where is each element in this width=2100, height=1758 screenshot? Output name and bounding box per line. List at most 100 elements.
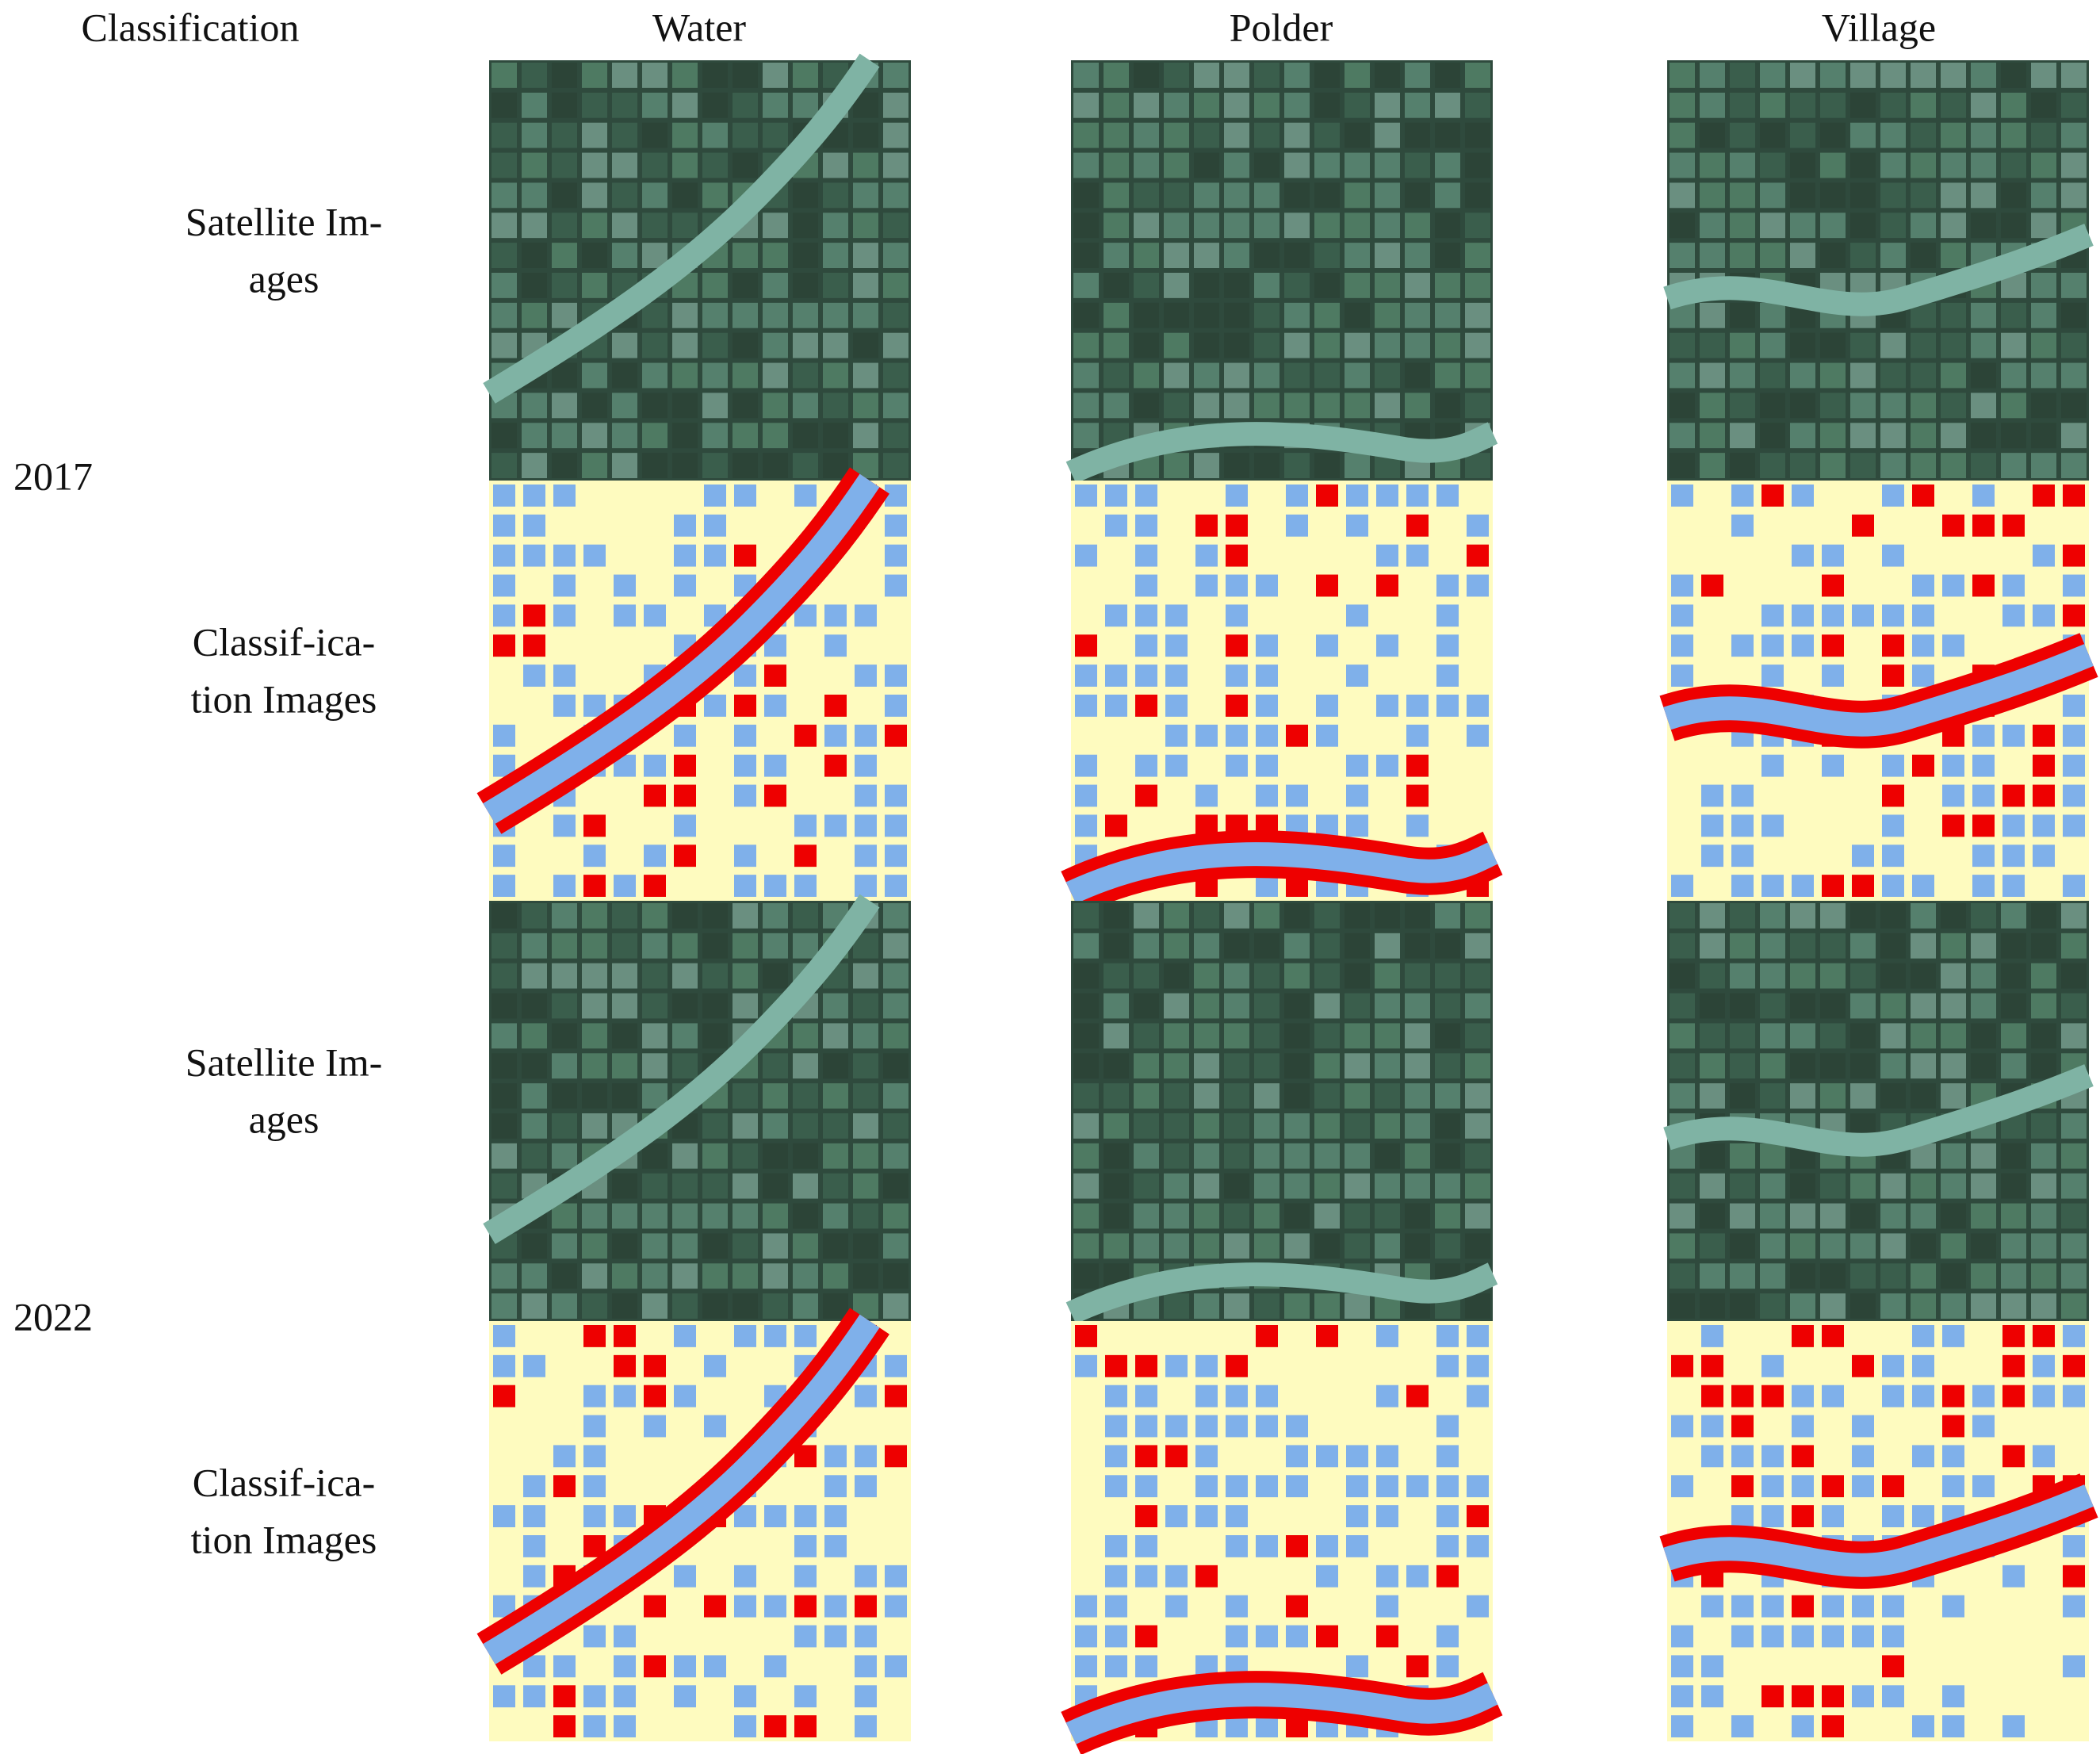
tile-cell — [1195, 574, 1218, 597]
tile-cell — [1761, 544, 1784, 567]
tile-cell — [493, 665, 515, 687]
tile-cell — [2001, 1263, 2026, 1289]
tile-cell — [1671, 875, 1693, 897]
tile-cell — [2001, 1233, 2026, 1259]
tile-cell — [1972, 1385, 1995, 1408]
tile-cell — [1882, 485, 1904, 507]
tile-cell — [1820, 1053, 1846, 1079]
tile-cell — [1165, 1325, 1188, 1347]
tile-cell — [2061, 393, 2087, 419]
tile-cell — [1467, 514, 1489, 537]
tile-cell — [1670, 993, 1695, 1019]
tile-cell — [1375, 993, 1400, 1019]
tile-cell — [1671, 814, 1693, 837]
tile-cell — [1345, 273, 1370, 298]
tile-cell — [614, 1415, 636, 1438]
tile-cell — [1701, 665, 1723, 687]
tile-cell — [1852, 544, 1874, 567]
tile-cell — [493, 1535, 515, 1557]
tile-cell — [824, 814, 847, 837]
tile-cell — [1850, 243, 1876, 268]
tile-cell — [1730, 213, 1755, 239]
tile-cell — [1316, 574, 1338, 597]
tile-cell — [1164, 1113, 1189, 1139]
tile-cell — [1912, 1325, 1934, 1347]
tile-cell — [1820, 1023, 1846, 1049]
tile-cell — [883, 243, 908, 268]
tile-cell — [702, 1023, 728, 1049]
tile-cell — [614, 1354, 636, 1377]
tile-cell — [523, 574, 545, 597]
tile-cell — [672, 423, 698, 449]
tile-cell — [612, 1083, 637, 1109]
tile-cell — [1882, 1325, 1904, 1347]
tile-cell — [1671, 1445, 1693, 1468]
tile-cell — [642, 423, 667, 449]
tile-cell — [2031, 1023, 2056, 1049]
tile-cell — [1406, 1445, 1429, 1468]
tile-cell — [672, 963, 698, 989]
tile-cell — [1882, 514, 1904, 537]
tile-cell — [1700, 1233, 1725, 1259]
tile-cell — [582, 453, 607, 478]
year-label: 2022 — [13, 1294, 93, 1339]
tile-cell — [1912, 634, 1934, 657]
tile-cell — [1912, 604, 1934, 627]
tile-cell — [1254, 1113, 1280, 1139]
tile-cell — [855, 665, 877, 687]
tile-cell — [763, 243, 788, 268]
tile-cell — [1941, 152, 1966, 178]
tile-cell — [1467, 1505, 1489, 1527]
tile-cell — [1105, 1354, 1127, 1377]
tile-cell — [1224, 302, 1249, 328]
tile-cell — [885, 1535, 907, 1557]
tile-cell — [1760, 1023, 1785, 1049]
tile-cell — [642, 1263, 667, 1289]
tile-cell — [1820, 122, 1846, 148]
tile-cell — [1165, 1595, 1188, 1618]
tile-cell — [1284, 453, 1310, 478]
tile-cell — [855, 1475, 877, 1498]
tile-cell — [2033, 724, 2055, 747]
tile-cell — [794, 784, 817, 807]
tile-cell — [2002, 754, 2025, 777]
tile-cell — [1375, 963, 1400, 989]
tile-cell — [1467, 634, 1489, 657]
tile-cell — [734, 1505, 756, 1527]
tile-cell — [2033, 875, 2055, 897]
tile-cell — [1971, 1203, 1996, 1229]
tile-cell — [1224, 182, 1249, 209]
tile-cell — [672, 1293, 698, 1319]
tile-cell — [1820, 362, 1846, 389]
tile-cell — [552, 273, 577, 298]
tile-cell — [1165, 1415, 1188, 1438]
tile-cell — [492, 243, 517, 268]
tile-cell — [672, 152, 698, 178]
tile-cell — [1135, 1655, 1157, 1678]
tile-cell — [1790, 903, 1815, 929]
tile-cell — [763, 213, 788, 239]
tile-cell — [2031, 302, 2056, 328]
tile-cell — [1314, 1143, 1340, 1169]
tile-cell — [704, 1685, 726, 1708]
tile-cell — [1850, 1263, 1876, 1289]
tile-cell — [1256, 1385, 1278, 1408]
tile-cell — [1731, 1415, 1754, 1438]
tile-cell — [1135, 1475, 1157, 1498]
tile-cell — [672, 993, 698, 1019]
tile-cell — [702, 933, 728, 959]
tile-cell — [702, 152, 728, 178]
tile-cell — [1284, 273, 1310, 298]
tile-cell — [1882, 1505, 1904, 1527]
tile-cell — [1465, 302, 1490, 328]
tile-cell — [1134, 1173, 1159, 1199]
tile-cell — [644, 875, 666, 897]
tile-cell — [1075, 665, 1097, 687]
tile-cell — [1467, 754, 1489, 777]
tile-cell — [493, 695, 515, 717]
tile-cell — [1376, 604, 1398, 627]
tile-cell — [582, 993, 607, 1019]
tile-cell — [1375, 213, 1400, 239]
tile-cell — [1195, 784, 1218, 807]
